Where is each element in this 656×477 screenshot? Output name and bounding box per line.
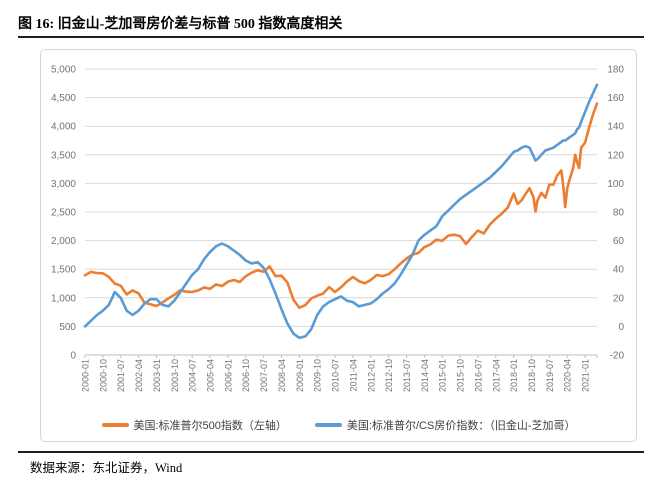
svg-text:1,500: 1,500 <box>51 265 76 276</box>
source-divider-line <box>18 451 644 453</box>
svg-text:2003-01: 2003-01 <box>152 359 162 392</box>
svg-text:2017-04: 2017-04 <box>491 359 501 392</box>
svg-text:2000-01: 2000-01 <box>81 359 91 392</box>
svg-text:500: 500 <box>59 322 76 333</box>
svg-text:2012-10: 2012-10 <box>384 359 394 392</box>
svg-text:2009-01: 2009-01 <box>295 359 305 392</box>
svg-text:2016-07: 2016-07 <box>473 359 483 392</box>
svg-text:2,000: 2,000 <box>51 236 76 247</box>
svg-text:-20: -20 <box>610 351 625 362</box>
figure-title: 图 16: 旧金山-芝加哥房价差与标普 500 指数高度相关 <box>18 17 343 32</box>
legend-label-house-price-spread: 美国:标准普尔/CS房价指数：（旧金山-芝加哥） <box>346 420 576 432</box>
svg-text:4,500: 4,500 <box>51 93 76 104</box>
svg-text:20: 20 <box>613 293 625 304</box>
svg-text:2003-10: 2003-10 <box>170 359 180 392</box>
svg-text:2018-10: 2018-10 <box>527 359 537 392</box>
svg-text:2007-07: 2007-07 <box>259 359 269 392</box>
svg-text:2021-01: 2021-01 <box>581 359 591 392</box>
svg-text:2006-01: 2006-01 <box>223 359 233 392</box>
svg-text:2011-04: 2011-04 <box>348 359 358 391</box>
spread-line-swatch <box>314 423 342 427</box>
legend-item-house-price-spread: 美国:标准普尔/CS房价指数：（旧金山-芝加哥） <box>314 417 576 433</box>
svg-text:2014-04: 2014-04 <box>420 359 430 392</box>
chart-card <box>40 49 637 442</box>
svg-text:0: 0 <box>70 351 76 362</box>
svg-text:2000-10: 2000-10 <box>98 359 108 392</box>
svg-text:2013-07: 2013-07 <box>402 359 412 392</box>
data-source: 数据来源：东北证券，Wind <box>30 461 183 475</box>
svg-text:2015-10: 2015-10 <box>456 359 466 392</box>
svg-text:80: 80 <box>613 208 625 219</box>
svg-text:3,500: 3,500 <box>51 150 76 161</box>
svg-text:3,000: 3,000 <box>51 179 76 190</box>
svg-text:2010-07: 2010-07 <box>331 359 341 392</box>
svg-text:2,500: 2,500 <box>51 208 76 219</box>
svg-text:2002-04: 2002-04 <box>134 359 144 392</box>
title-divider-line <box>18 36 644 38</box>
svg-text:2012-01: 2012-01 <box>366 359 376 392</box>
svg-text:100: 100 <box>607 179 624 190</box>
svg-text:2001-07: 2001-07 <box>116 359 126 392</box>
svg-text:2004-07: 2004-07 <box>188 359 198 392</box>
svg-text:2009-10: 2009-10 <box>313 359 323 392</box>
svg-text:0: 0 <box>618 322 624 333</box>
svg-text:5,000: 5,000 <box>51 65 76 76</box>
chart-legend: 美国:标准普尔500指数（左轴） 美国:标准普尔/CS房价指数：（旧金山-芝加哥… <box>40 417 637 433</box>
svg-text:180: 180 <box>607 65 624 76</box>
svg-text:160: 160 <box>607 93 624 104</box>
legend-item-sp500: 美国:标准普尔500指数（左轴） <box>101 417 287 433</box>
legend-label-sp500: 美国:标准普尔500指数（左轴） <box>133 420 287 432</box>
svg-text:2015-01: 2015-01 <box>438 359 448 392</box>
svg-text:40: 40 <box>613 265 625 276</box>
svg-text:4,000: 4,000 <box>51 122 76 133</box>
svg-text:60: 60 <box>613 236 625 247</box>
svg-text:2020-04: 2020-04 <box>563 359 573 392</box>
svg-text:2008-04: 2008-04 <box>277 359 287 392</box>
svg-text:140: 140 <box>607 122 624 133</box>
svg-text:1,000: 1,000 <box>51 293 76 304</box>
sp500-line-swatch <box>101 423 129 427</box>
svg-text:2019-07: 2019-07 <box>545 359 555 392</box>
svg-text:2005-04: 2005-04 <box>206 359 216 392</box>
svg-text:2018-01: 2018-01 <box>509 359 519 392</box>
svg-text:2006-10: 2006-10 <box>241 359 251 392</box>
svg-text:120: 120 <box>607 150 624 161</box>
